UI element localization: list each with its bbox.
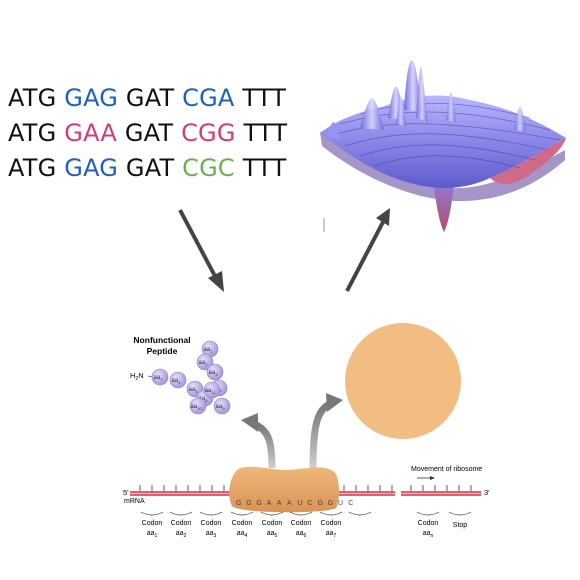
mrna-base: A (277, 500, 282, 507)
codon-amino-acid: aa5 (267, 530, 278, 539)
codon-amino-acid-subscript: 4 (245, 533, 248, 539)
codon-label: Codon (291, 520, 312, 527)
arrow-up-to-landscape (347, 208, 390, 291)
codon-amino-acid: aa7 (326, 530, 337, 539)
amino-acid-bead: aa11 (204, 382, 220, 398)
codon-bracket (320, 512, 342, 515)
stop-bracket (449, 512, 471, 515)
movement-arrow (417, 476, 435, 480)
amino-acid-bead: aa9 (214, 398, 230, 414)
codon-amino-acid-subscript: 6 (304, 533, 307, 539)
codon-label: Codon (321, 520, 342, 527)
amino-acid-bead: aa7 (152, 369, 168, 385)
codon-label: Codon (418, 520, 439, 527)
mrna-base: A (287, 500, 292, 507)
codon-labels: Codon aa1 Codon aa2 Codon aa3 Codon aa4 Codon aa5… (141, 512, 471, 539)
gray-arrow-to-protein (313, 393, 343, 468)
codon-bracket (170, 512, 192, 515)
amino-acid-bead: aa3 (207, 364, 223, 380)
five-prime-label: 5' (123, 488, 129, 497)
amino-terminus-label: H2N (130, 371, 144, 382)
codon-amino-acid: aa1 (147, 530, 158, 539)
bead-label: aa5 (189, 387, 199, 394)
bead-label: aa10 (190, 404, 202, 411)
mrna-base: U (297, 500, 302, 507)
bead-label: aa11 (205, 388, 217, 395)
codon-bracket (200, 512, 222, 515)
gray-arrow-to-peptide (241, 413, 272, 468)
mrna-base: G (236, 500, 241, 507)
amino-acid-bead: aa4 (170, 372, 186, 388)
codon-bracket (290, 512, 312, 515)
bead-subscript: 10 (197, 406, 202, 411)
codon-label: Codon (142, 520, 163, 527)
amino-acid-bead: aa10 (190, 398, 206, 414)
codon-label: Codon (232, 520, 253, 527)
bead-label: aa7 (154, 375, 164, 382)
bead-label: aa9 (216, 404, 226, 411)
peptide-title-line-1: Nonfunctional (133, 335, 190, 345)
mrna-base: U (338, 500, 343, 507)
mrna-base: A (267, 500, 272, 507)
folded-protein-circle (345, 323, 461, 439)
bead-label: aa4 (172, 378, 182, 385)
bead-label: aa1 (204, 347, 214, 354)
movement-of-ribosome-label: Movement of ribosome (411, 466, 482, 473)
mrna-base: C (348, 500, 353, 507)
mrna-base: G (246, 500, 251, 507)
codon-amino-acid: aa3 (206, 530, 217, 539)
codon-amino-acid: aa6 (296, 530, 307, 539)
codon-bracket (349, 512, 371, 515)
mrna-base: G (256, 500, 261, 507)
codon-bracket (261, 512, 283, 515)
codon-amino-acid-subscript: 7 (334, 533, 337, 539)
codon-amino-acid: aan (423, 530, 434, 539)
codon-label: Codon (201, 520, 222, 527)
bead-label: aa2 (199, 360, 209, 367)
codon-amino-acid-subscript: 2 (184, 533, 187, 539)
codon-amino-acid: aa4 (237, 530, 248, 539)
mrna-label: mRNA (124, 498, 145, 505)
codon-amino-acid-subscript: 1 (155, 533, 158, 539)
peptide-title-line-2: Peptide (147, 346, 178, 356)
codon-bracket (231, 512, 253, 515)
codon-bracket (141, 512, 163, 515)
bead-label: aa3 (209, 370, 219, 377)
codon-amino-acid: aa2 (176, 530, 187, 539)
codon-bracket (417, 512, 439, 515)
arrow-down-to-ribosome (180, 210, 224, 292)
codon-amino-acid-subscript: n (431, 533, 434, 539)
energy-landscape-surface (320, 60, 566, 232)
stop-codon-label: Stop (453, 522, 468, 529)
mrna-base: C (307, 500, 312, 507)
codon-amino-acid-subscript: 3 (214, 533, 217, 539)
codon-amino-acid-subscript: 5 (275, 533, 278, 539)
mrna-base: G (328, 500, 333, 507)
three-prime-label: 3' (484, 488, 490, 497)
codon-label: Codon (262, 520, 283, 527)
codon-label: Codon (171, 520, 192, 527)
mrna-base: G (318, 500, 323, 507)
